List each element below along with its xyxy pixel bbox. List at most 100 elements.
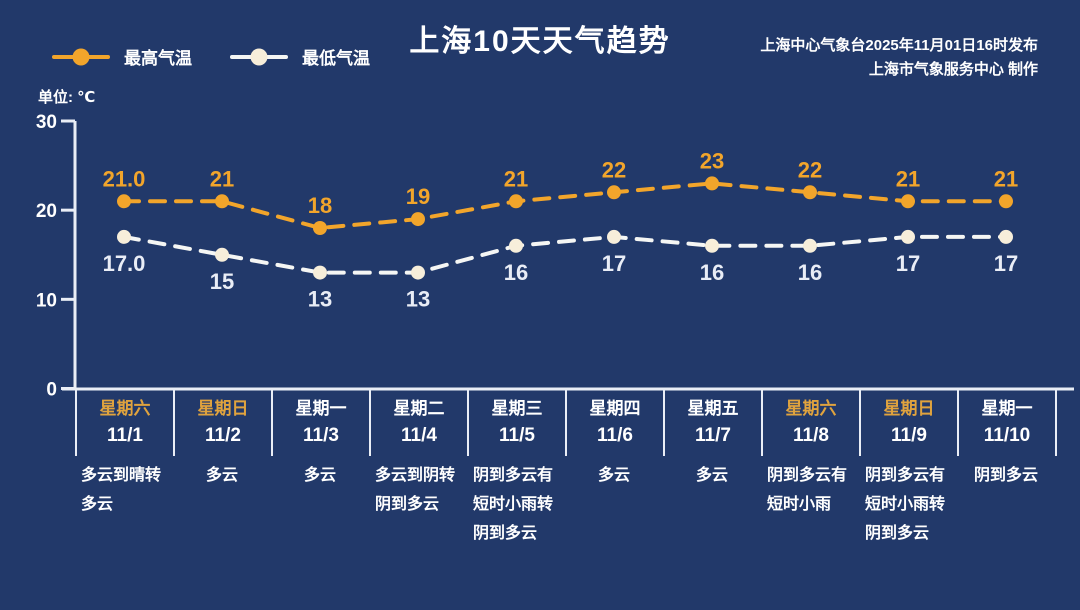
- high-temp-value-label: 21.0: [103, 166, 146, 191]
- high-temp-value-label: 22: [798, 157, 822, 182]
- y-tick-label: 20: [36, 201, 57, 222]
- high-temp-point: [607, 185, 621, 200]
- legend-label-high: 最高气温: [124, 49, 192, 68]
- weekday-label: 星期六: [785, 399, 837, 418]
- weather-cell: 阴到多云有短时小雨转阴到多云: [467, 461, 565, 548]
- low-temp-line-marker-icon: [230, 48, 288, 66]
- low-temp-value-label: 13: [308, 287, 332, 312]
- high-temp-value-label: 19: [406, 184, 430, 209]
- weather-cell: 阴到多云有短时小雨: [761, 461, 859, 548]
- weekday-label: 星期一: [295, 399, 347, 418]
- chart-legend: 最高气温 最低气温: [52, 44, 370, 69]
- low-temp-value-label: 16: [798, 260, 822, 285]
- low-temp-value-label: 13: [406, 287, 430, 312]
- high-temp-dot-swatch: [72, 48, 90, 65]
- legend-item-low: 最低气温: [230, 44, 370, 69]
- weather-cell: 多云到晴转多云: [75, 461, 173, 548]
- weather-cell: 多云: [173, 461, 271, 548]
- high-temp-point: [901, 194, 915, 209]
- low-temp-point: [117, 229, 131, 244]
- high-temp-line: [122, 181, 1008, 231]
- low-temp-point: [607, 229, 621, 244]
- weekday-label: 星期五: [687, 399, 739, 418]
- low-temp-dot-swatch: [250, 48, 268, 65]
- low-temp-value-label: 17: [602, 251, 626, 276]
- weather-cell: 多云: [271, 461, 369, 548]
- weather-text: 多云: [303, 467, 336, 484]
- day-column: 星期五 11/7: [665, 389, 763, 456]
- high-temp-value-label: 21: [896, 166, 920, 191]
- low-temp-point: [999, 229, 1013, 244]
- weather-text: 多云: [205, 467, 238, 484]
- weather-text: 阴到多云有短时小雨: [767, 467, 848, 513]
- date-label: 11/3: [303, 425, 339, 446]
- low-temp-value-label: 17: [896, 251, 920, 276]
- unit-label: 单位: ℃: [38, 89, 96, 106]
- weather-cell: 阴到多云: [957, 461, 1055, 548]
- weekday-label: 星期二: [393, 399, 445, 418]
- high-temp-value-label: 22: [602, 157, 626, 182]
- publisher-line2: 上海市气象服务中心 制作: [868, 61, 1038, 78]
- weekday-label: 星期日: [197, 399, 249, 418]
- legend-item-high: 最高气温: [52, 44, 192, 69]
- high-temp-point: [215, 194, 229, 209]
- high-temp-point: [509, 194, 523, 209]
- low-temp-value-label: 16: [700, 260, 724, 285]
- weekday-label: 星期四: [589, 399, 641, 418]
- weather-cell: 多云到阴转阴到多云: [369, 461, 467, 548]
- high-temp-point: [803, 185, 817, 200]
- low-temp-point: [509, 238, 523, 253]
- publisher-info: 上海中心气象台2025年11月01日16时发布 上海市气象服务中心 制作: [760, 34, 1038, 82]
- weekday-label: 星期日: [883, 399, 935, 418]
- weekday-label: 星期一: [981, 399, 1033, 418]
- date-label: 11/9: [891, 425, 927, 446]
- low-temp-point: [215, 247, 229, 262]
- page-title: 上海10天天气趋势: [409, 25, 671, 58]
- day-column: 星期日 11/9: [861, 389, 959, 456]
- day-column: 星期四 11/6: [567, 389, 665, 456]
- low-temp-point: [411, 265, 425, 280]
- weather-text: 阴到多云: [973, 467, 1038, 484]
- date-label: 11/6: [597, 425, 633, 446]
- high-temp-point: [705, 176, 719, 191]
- high-temp-point: [999, 194, 1013, 209]
- publisher-line1: 上海中心气象台2025年11月01日16时发布: [760, 37, 1038, 54]
- high-temp-line-marker-icon: [52, 48, 110, 66]
- date-label: 11/2: [205, 425, 241, 446]
- day-column: 星期二 11/4: [371, 389, 469, 456]
- date-label: 11/10: [983, 425, 1031, 446]
- date-label: 11/8: [793, 425, 829, 446]
- high-temp-point: [411, 212, 425, 227]
- date-label: 11/4: [401, 425, 437, 446]
- day-column: 星期六 11/8: [763, 389, 861, 456]
- weather-text-row: 多云到晴转多云 多云 多云 多云到阴转阴到多云 阴到多云有短时小雨转阴到多云 多云 多云 阴到…: [75, 461, 1057, 548]
- high-temp-value-label: 21: [210, 166, 234, 191]
- day-column: 星期六 11/1: [77, 389, 175, 456]
- high-temp-value-label: 23: [700, 148, 724, 173]
- y-tick-label: 30: [36, 112, 57, 133]
- weather-text: 多云: [695, 467, 728, 484]
- high-temp-value-label: 21: [504, 166, 528, 191]
- legend-label-low: 最低气温: [302, 49, 370, 68]
- weather-text: 多云到晴转多云: [81, 467, 162, 513]
- high-temp-point: [117, 194, 131, 209]
- day-column: 星期三 11/5: [469, 389, 567, 456]
- low-temp-point: [803, 238, 817, 253]
- date-label: 11/7: [695, 425, 731, 446]
- low-temp-point: [705, 238, 719, 253]
- weather-text: 阴到多云有短时小雨转阴到多云: [473, 467, 554, 542]
- date-label: 11/1: [107, 425, 143, 446]
- low-temp-value-label: 17.0: [103, 251, 146, 276]
- date-label: 11/5: [499, 425, 535, 446]
- weekday-label: 星期六: [99, 399, 151, 418]
- y-tick-label: 10: [36, 290, 57, 311]
- low-temp-point: [901, 229, 915, 244]
- low-temp-value-label: 17: [994, 251, 1018, 276]
- day-column: 星期日 11/2: [175, 389, 273, 456]
- weekday-label: 星期三: [491, 399, 543, 418]
- weather-cell: 多云: [663, 461, 761, 548]
- low-temp-value-label: 15: [210, 269, 234, 294]
- weather-text: 阴到多云有短时小雨转阴到多云: [865, 467, 946, 542]
